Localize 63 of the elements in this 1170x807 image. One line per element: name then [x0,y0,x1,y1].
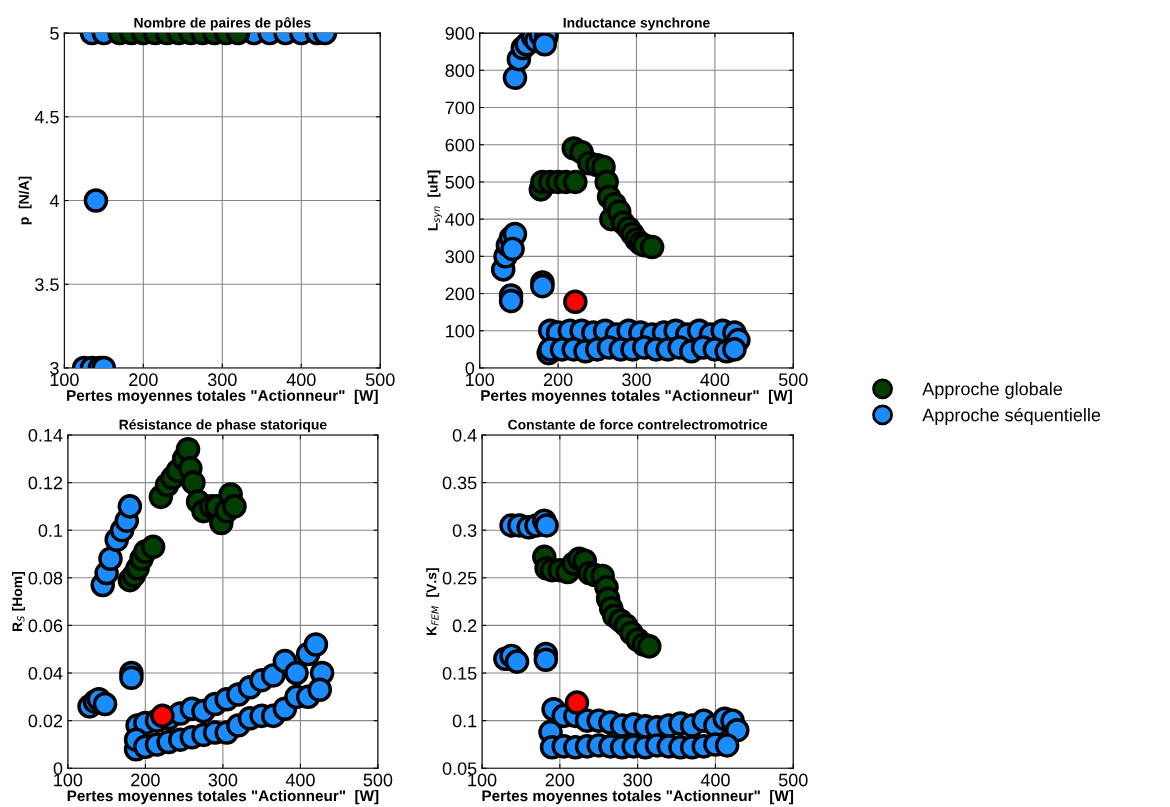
x-tick-label: 500 [363,773,393,787]
y-tick-label: 0.1 [38,524,63,537]
chart-title: Inductance synchrone [563,17,710,31]
x-axis-title: Pertes moyennes totales "Actionneur" [W] [67,389,378,404]
y-tick-label: 0.02 [28,714,63,728]
y-tick-label: 500 [445,175,475,189]
x-tick-label: 400 [286,373,316,387]
y-tick-label: 400 [445,213,475,226]
y-tick-label: 800 [445,64,475,78]
x-tick-label: 100 [468,773,497,787]
chart-title: Résistance de phase statorique [119,419,327,433]
y-tick-label: 0.05 [442,762,477,775]
x-tick-label: 200 [129,373,158,387]
x-tick-label: 200 [545,773,575,787]
x-tick-label: 300 [208,773,238,787]
y-axis-title: p [N/A] [18,176,32,225]
y-tick-label: 200 [445,287,475,301]
legend-label: Approche séquentielle [922,407,1101,425]
y-tick-label: 0.3 [452,524,477,537]
chart-title: Nombre de paires de pôles [134,17,311,31]
y-tick-label: 0.15 [442,666,477,680]
x-tick-label: 500 [365,373,395,387]
x-tick-label: 300 [207,373,237,387]
y-tick-label: 0 [465,361,475,375]
y-axis-title: R$_{S}$ [Hom] [12,572,25,632]
y-axis-title: K$_{FEM}$ [V.s] [426,568,440,635]
y-tick-label: 0.35 [442,476,477,490]
y-tick-label: 0 [53,762,63,775]
y-tick-label: 600 [445,138,475,152]
y-axis-title: L$_{syn}$ [uH] [427,170,442,231]
y-tick-label: 0.2 [452,619,477,633]
y-tick-label: 0.1 [452,714,477,728]
y-tick-label: 0.04 [28,666,63,680]
y-tick-label: 0.4 [452,428,477,442]
y-tick-label: 0.25 [442,571,477,585]
y-tick-label: 5 [50,27,59,40]
y-tick-label: 0.06 [28,619,63,633]
x-tick-label: 100 [466,373,495,387]
y-tick-label: 3 [50,361,59,375]
y-tick-label: 0.12 [28,476,63,490]
x-tick-label: 200 [543,373,573,387]
y-tick-label: 4 [49,194,59,208]
x-tick-label: 400 [285,773,315,787]
y-tick-label: 900 [445,27,475,40]
x-axis-title: Pertes moyennes totales "Actionneur" [W] [481,389,792,404]
x-tick-label: 400 [700,373,730,387]
y-tick-label: 0.08 [28,571,63,585]
x-tick-label: 300 [622,373,651,387]
x-axis-title: Pertes moyennes totales "Actionneur" [W] [67,789,379,805]
x-tick-label: 500 [778,373,808,387]
chart-title: Constante de force contrelectromotrice [508,419,768,430]
y-tick-label: 100 [446,324,475,338]
x-tick-label: 500 [778,773,808,787]
y-tick-label: 4.5 [34,110,59,124]
x-tick-label: 200 [131,773,160,787]
y-tick-label: 0.14 [28,428,63,442]
y-tick-label: 3.5 [35,278,59,291]
x-tick-label: 300 [623,773,653,787]
x-tick-label: 400 [700,773,730,787]
legend-label: Approche globale [922,382,1063,399]
y-tick-label: 700 [445,101,475,115]
x-axis-title: Pertes moyennes totales "Actionneur" [W] [482,789,794,805]
y-tick-label: 300 [445,250,475,264]
